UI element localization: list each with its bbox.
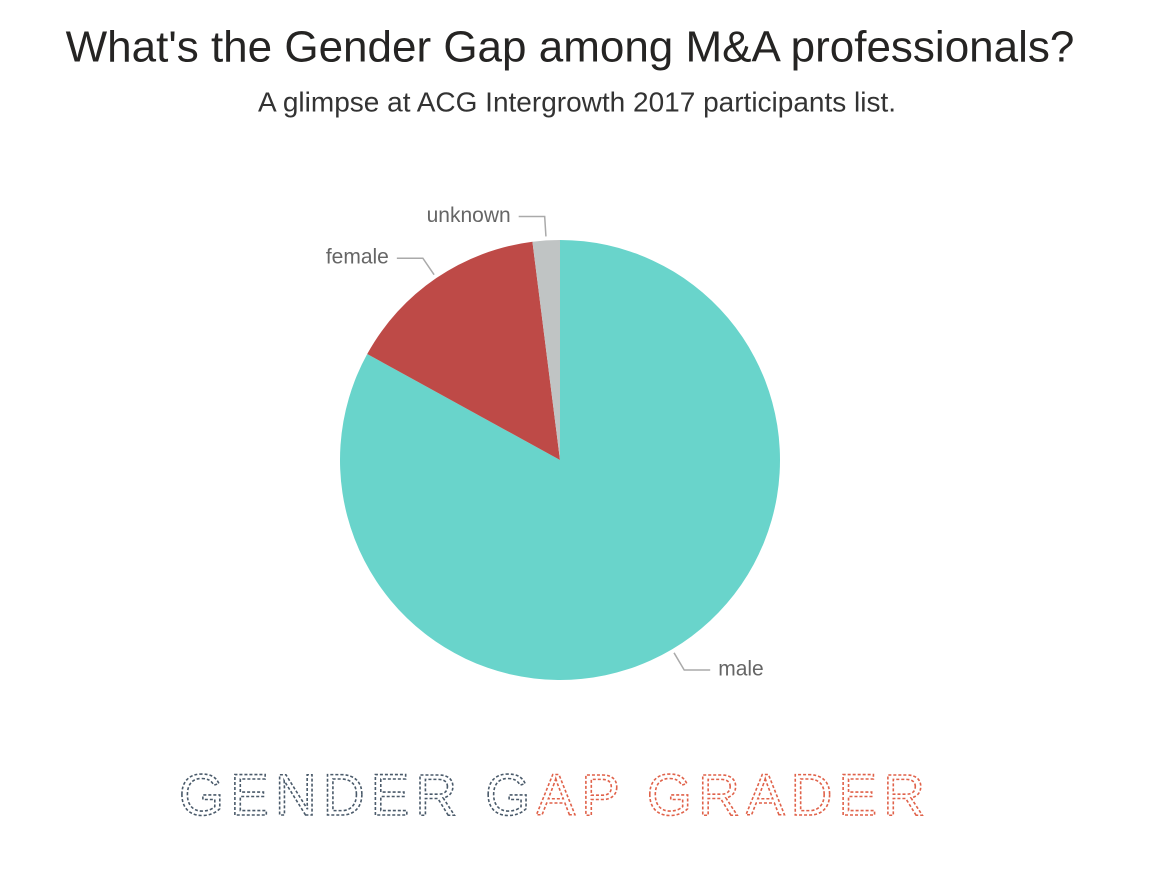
leader-line (396, 257, 435, 276)
leader-line (673, 652, 711, 671)
chart-subtitle: A glimpse at ACG Intergrowth 2017 partic… (258, 86, 896, 117)
chart-title: What's the Gender Gap among M&A professi… (66, 23, 1075, 72)
logo-part: GENDER G (179, 763, 536, 828)
leader-line (518, 215, 547, 237)
pie-slice (532, 240, 560, 460)
slice-label: unknown (427, 204, 511, 227)
logo-part: AP GRADER (536, 763, 931, 828)
slice-label: female (326, 246, 389, 269)
logo: GENDER GAP GRADER (179, 763, 931, 828)
slice-label: male (718, 658, 764, 681)
pie-slice (367, 241, 560, 460)
